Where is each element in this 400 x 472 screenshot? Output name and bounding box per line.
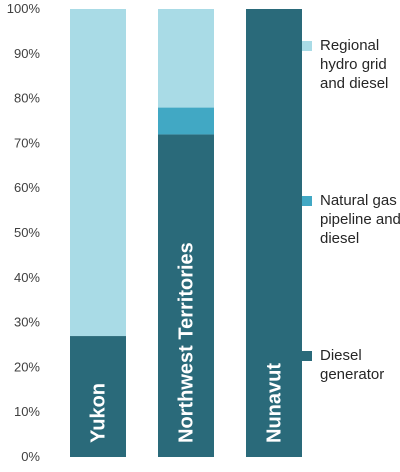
bar-segment [70,9,126,337]
category-label: Northwest Territories [175,242,197,443]
y-tick-label: 50% [14,225,40,240]
y-tick-label: 10% [14,404,40,419]
bars [70,9,302,457]
legend-swatch-natural-gas [302,196,312,206]
legend-label-natural-gas: Natural gas pipeline and diesel [320,192,400,247]
y-tick-label: 90% [14,46,40,61]
category-label: Nunavut [263,363,285,443]
y-tick-label: 70% [14,135,40,150]
bar-segment [158,107,214,135]
y-tick-label: 40% [14,270,40,285]
bar-segment [158,9,214,108]
y-tick-label: 60% [14,180,40,195]
y-tick-label: 100% [7,1,41,16]
legend-label-diesel: Diesel generator [320,347,385,383]
bar-segment [70,336,126,457]
y-tick-label: 30% [14,315,40,330]
bar-segment [158,134,214,457]
y-axis: 0% 10% 20% 30% 40% 50% 60% 70% 80% 90% 100% [7,1,41,464]
bar-labels: Yukon Northwest Territories Nunavut [87,242,285,443]
legend-swatch-regional-hydro [302,41,312,51]
y-tick-label: 20% [14,359,40,374]
legend-label-regional-hydro: Regional hydro grid and diesel [320,37,389,92]
bar-segment [246,9,302,457]
y-tick-label: 80% [14,91,40,106]
y-tick-label: 0% [21,449,40,464]
category-label: Yukon [87,383,109,443]
legend-swatch-diesel [302,351,312,361]
